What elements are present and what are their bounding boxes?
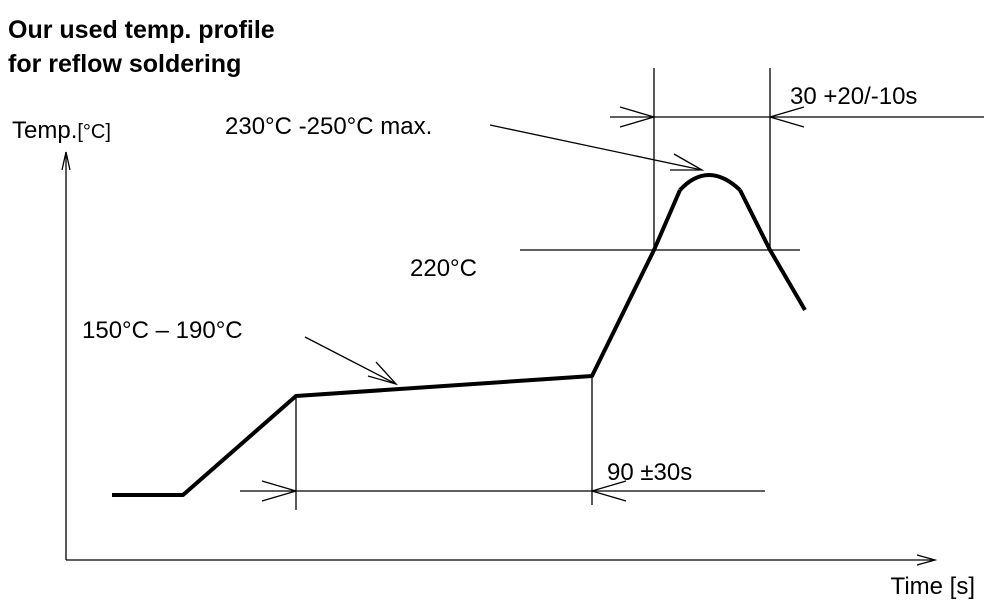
peak-dimension [610, 68, 984, 250]
y-axis-label-text: Temp. [12, 117, 77, 144]
preheat-temp-label: 150°C – 190°C [82, 317, 243, 344]
title-line: for reflow soldering [8, 50, 241, 78]
title-line: Our used temp. profile [8, 16, 275, 44]
preheat-window-label: 90 ±30s [607, 459, 692, 486]
axes [61, 151, 938, 566]
x-axis-label: Time [s] [891, 573, 975, 600]
liquidus-label: 220°C [410, 255, 477, 282]
y-axis-unit: [°C] [77, 121, 111, 143]
peak-window-label: 30 +20/-10s [790, 83, 917, 110]
preheat-arrow [304, 336, 399, 386]
preheat-dimension [240, 376, 765, 510]
peak-arrow [489, 124, 705, 171]
peak-temp-label: 230°C -250°C max. [225, 113, 432, 140]
y-axis-label: Temp.[°C] [12, 117, 111, 144]
